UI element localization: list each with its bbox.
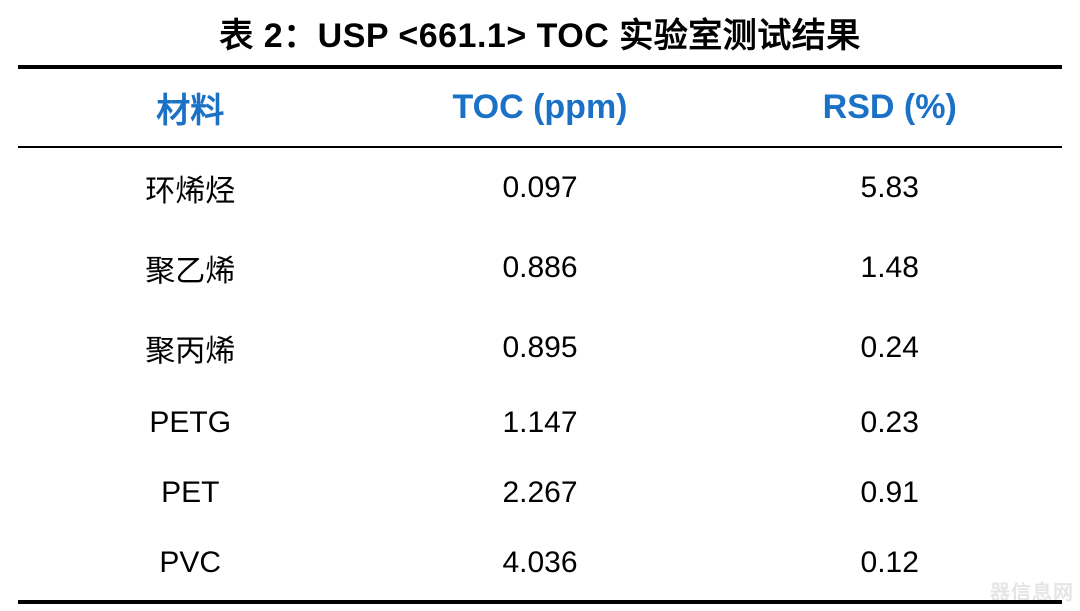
cell-rsd: 0.23 <box>717 388 1062 458</box>
table-row: PVC 4.036 0.12 <box>18 528 1062 598</box>
cell-rsd: 0.91 <box>717 458 1062 528</box>
table-row: PET 2.267 0.91 <box>18 458 1062 528</box>
cell-rsd: 1.48 <box>717 228 1062 308</box>
cell-rsd: 0.24 <box>717 308 1062 388</box>
table-row: PETG 1.147 0.23 <box>18 388 1062 458</box>
cell-rsd: 5.83 <box>717 148 1062 228</box>
table-row: 聚乙烯 0.886 1.48 <box>18 228 1062 308</box>
data-table-body: 环烯烃 0.097 5.83 聚乙烯 0.886 1.48 聚丙烯 0.895 … <box>18 148 1062 598</box>
cell-rsd: 0.12 <box>717 528 1062 598</box>
cell-toc: 0.097 <box>363 148 718 228</box>
table-title: 表 2：USP <661.1> TOC 实验室测试结果 <box>18 8 1062 63</box>
cell-toc: 1.147 <box>363 388 718 458</box>
column-header-toc: TOC (ppm) <box>363 69 718 146</box>
cell-material: PET <box>18 458 363 528</box>
cell-material: 聚丙烯 <box>18 308 363 388</box>
cell-material: PVC <box>18 528 363 598</box>
data-table: 材料 TOC (ppm) RSD (%) <box>18 69 1062 146</box>
bottom-rule <box>18 600 1062 604</box>
cell-toc: 0.895 <box>363 308 718 388</box>
cell-toc: 2.267 <box>363 458 718 528</box>
column-header-material: 材料 <box>18 69 363 146</box>
cell-material: PETG <box>18 388 363 458</box>
cell-material: 聚乙烯 <box>18 228 363 308</box>
cell-toc: 0.886 <box>363 228 718 308</box>
table-container: 表 2：USP <661.1> TOC 实验室测试结果 材料 TOC (ppm)… <box>0 0 1080 604</box>
cell-material: 环烯烃 <box>18 148 363 228</box>
table-row: 环烯烃 0.097 5.83 <box>18 148 1062 228</box>
table-header-row: 材料 TOC (ppm) RSD (%) <box>18 69 1062 146</box>
cell-toc: 4.036 <box>363 528 718 598</box>
column-header-rsd: RSD (%) <box>717 69 1062 146</box>
table-row: 聚丙烯 0.895 0.24 <box>18 308 1062 388</box>
